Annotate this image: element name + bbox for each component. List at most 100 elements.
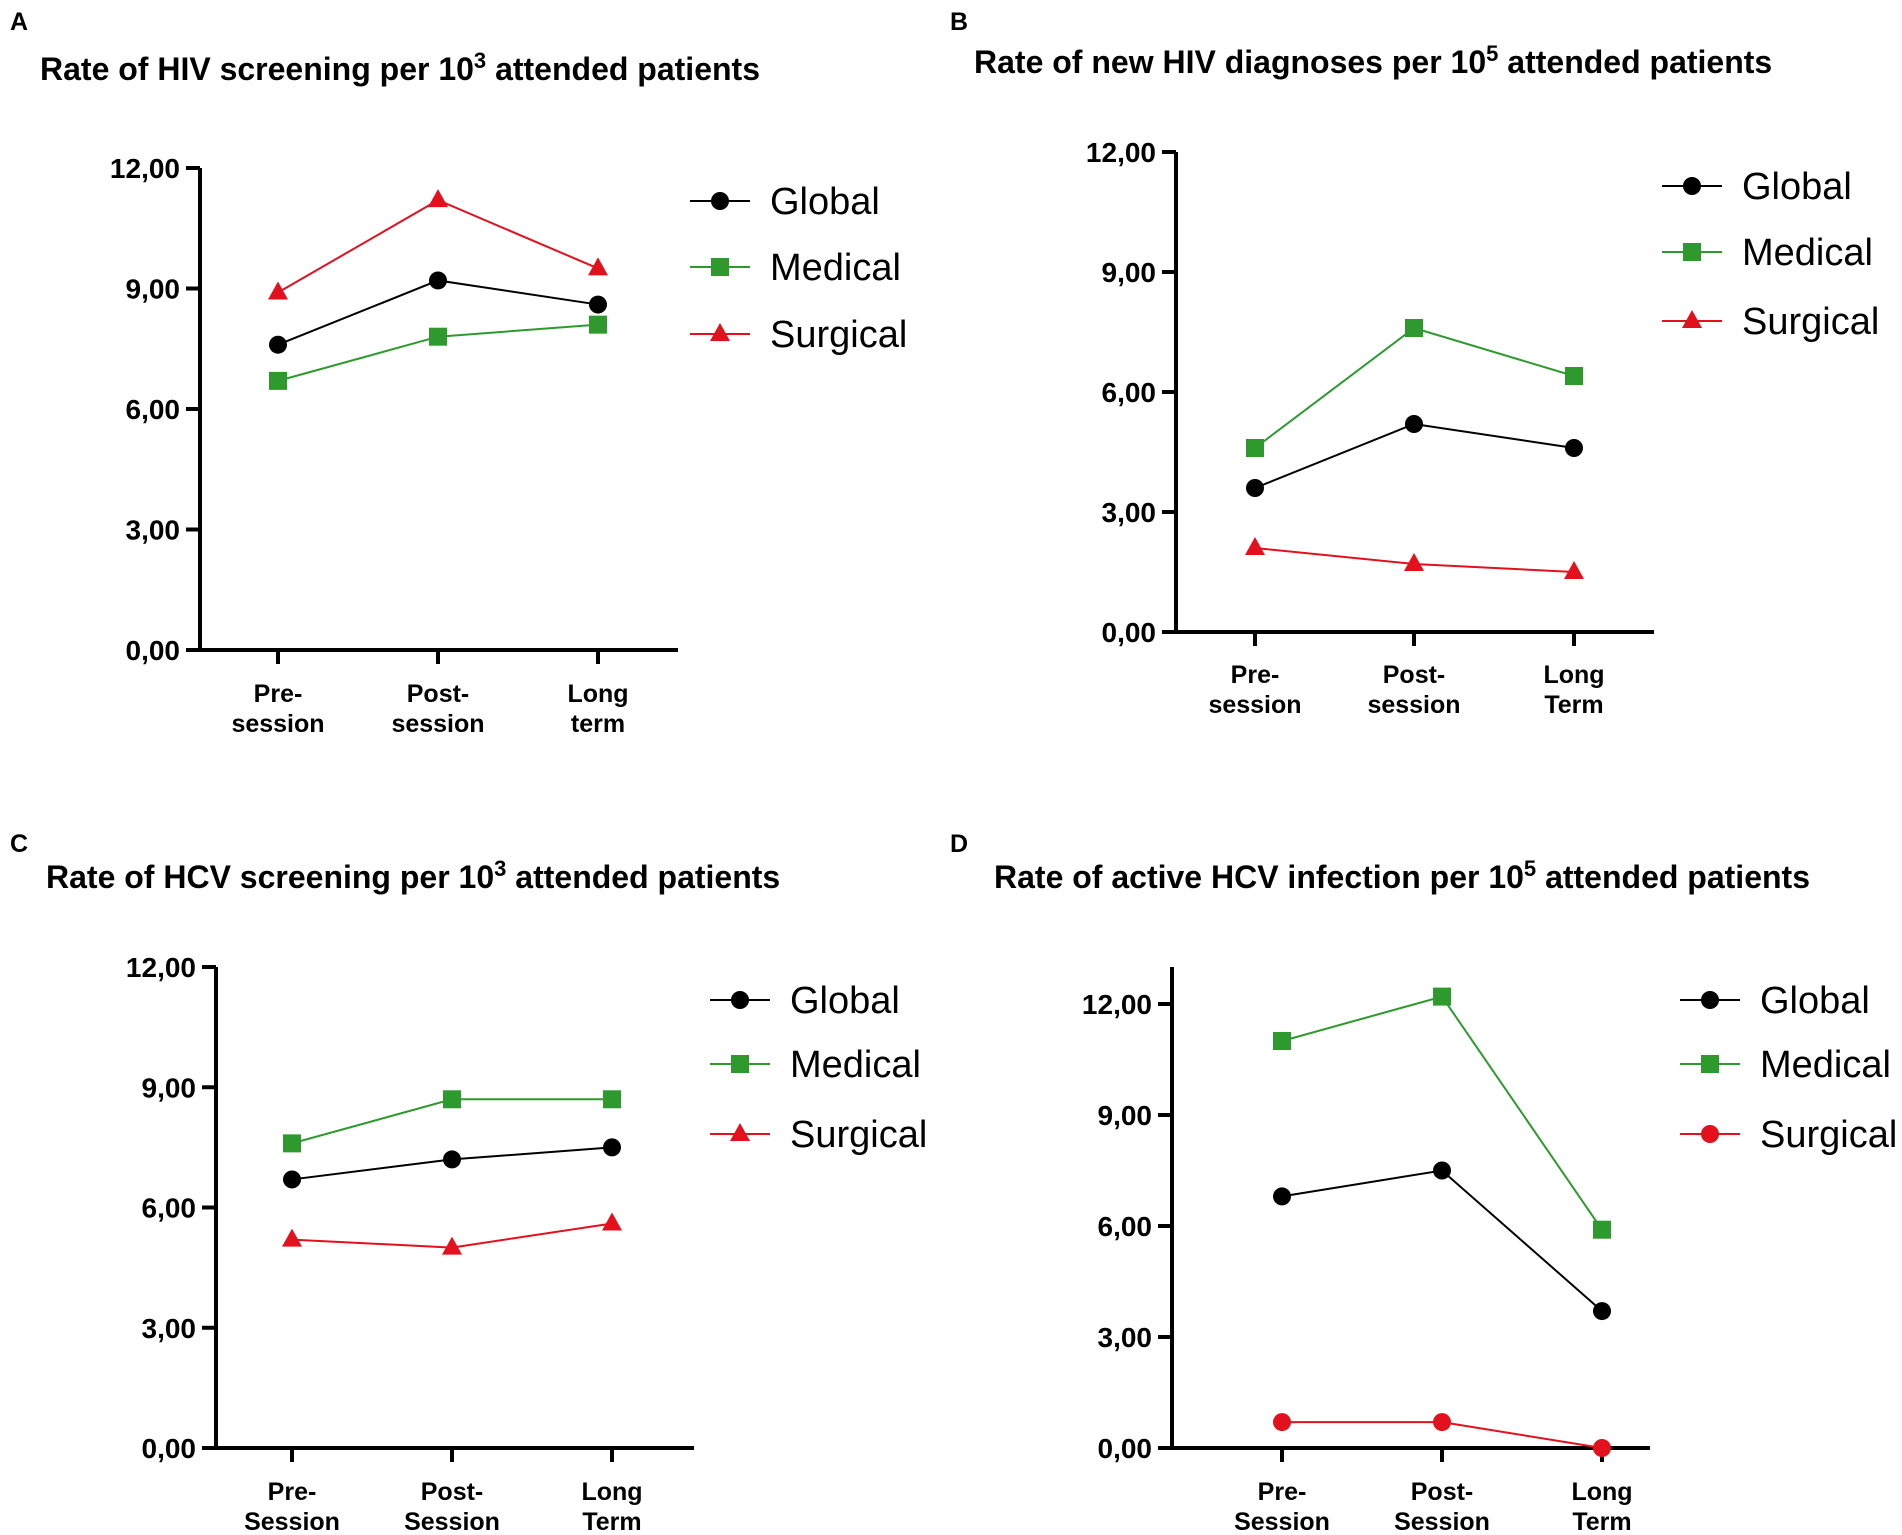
x-tick-label: Long xyxy=(581,1478,642,1506)
series-medical-point xyxy=(1246,439,1264,457)
series-global-point xyxy=(443,1150,461,1169)
series-global-point xyxy=(1565,439,1583,457)
legend-item-global: Global xyxy=(690,181,880,223)
legend-label: Medical xyxy=(790,1044,921,1086)
series-medical-point xyxy=(1565,367,1583,385)
legend-label: Surgical xyxy=(790,1114,927,1156)
y-tick-label: 6,00 xyxy=(126,394,181,425)
chart-panel-a: A Rate of HIV screening per 103 attended … xyxy=(10,8,907,738)
x-tick-label: Session xyxy=(404,1508,500,1535)
chart-title-main: Rate of active HCV infection per 10 xyxy=(994,859,1524,895)
x-tick-label: session xyxy=(231,710,324,738)
series-medical-point xyxy=(269,371,287,390)
series-surgical xyxy=(268,189,608,300)
chart-title-main: Rate of HIV screening per 10 xyxy=(40,51,474,87)
x-tick-label: Long xyxy=(1571,1478,1632,1506)
legend-marker xyxy=(1682,310,1702,328)
series-global-point xyxy=(1405,415,1423,433)
chart-title: Rate of new HIV diagnoses per 105 attend… xyxy=(974,41,1772,80)
chart-panel-c: C Rate of HCV screening per 103 attended … xyxy=(10,830,927,1535)
legend-marker xyxy=(1701,1125,1719,1143)
y-tick-label: 3,00 xyxy=(126,515,181,546)
y-tick-label: 0,00 xyxy=(126,635,181,666)
series-medical xyxy=(283,1090,621,1153)
legend-marker xyxy=(1683,243,1701,261)
series-surgical-point xyxy=(1245,537,1265,555)
chart-title-rest: attended patients xyxy=(486,51,760,87)
series-medical-point xyxy=(1273,1032,1291,1050)
legend-item-surgical: Surgical xyxy=(1662,301,1879,343)
x-tick-label: Pre- xyxy=(268,1478,317,1506)
legend-marker xyxy=(711,192,729,210)
x-tick-label: session xyxy=(1367,691,1460,719)
legend-marker xyxy=(1701,991,1719,1009)
legend-item-surgical: Surgical xyxy=(690,314,907,356)
legend-label: Global xyxy=(1760,980,1870,1022)
x-tick-label: Session xyxy=(244,1508,340,1535)
legend-marker xyxy=(731,1055,749,1073)
legend-marker xyxy=(710,323,730,341)
legend-item-surgical: Surgical xyxy=(710,1114,927,1156)
y-tick-label: 6,00 xyxy=(142,1193,197,1224)
y-tick-label: 0,00 xyxy=(1102,617,1157,648)
y-tick-label: 12,00 xyxy=(126,952,196,983)
series-surgical-point xyxy=(1564,561,1584,579)
x-tick-label: Long xyxy=(567,680,628,708)
series-global-point xyxy=(1246,479,1264,497)
y-tick-label: 3,00 xyxy=(1102,497,1157,528)
chart-title-main: Rate of new HIV diagnoses per 10 xyxy=(974,44,1486,80)
series-surgical-point xyxy=(1404,553,1424,571)
chart-title-superscript: 5 xyxy=(1486,41,1498,66)
series-surgical-point xyxy=(602,1212,622,1231)
y-tick-label: 3,00 xyxy=(1098,1322,1153,1353)
x-tick-label: Pre- xyxy=(254,680,303,708)
legend-item-medical: Medical xyxy=(1680,1044,1891,1086)
x-tick-label: session xyxy=(391,710,484,738)
series-global-point xyxy=(269,335,287,354)
y-tick-label: 3,00 xyxy=(142,1313,197,1344)
panel-letter: A xyxy=(10,8,28,36)
y-tick-label: 9,00 xyxy=(1102,257,1157,288)
chart-title-main: Rate of HCV screening per 10 xyxy=(46,859,494,895)
series-surgical-point xyxy=(442,1236,462,1255)
chart-title-rest: attended patients xyxy=(506,859,780,895)
series-medical xyxy=(1246,319,1583,457)
legend-marker xyxy=(731,991,749,1009)
series-medical xyxy=(269,315,607,390)
series-surgical-point xyxy=(268,281,288,300)
series-surgical xyxy=(1273,1413,1611,1457)
chart-title-superscript: 3 xyxy=(494,856,506,881)
y-tick-label: 6,00 xyxy=(1102,377,1157,408)
series-medical-point xyxy=(1433,987,1451,1006)
panel-letter: C xyxy=(10,830,28,858)
chart-title-rest: attended patients xyxy=(1498,44,1772,80)
series-medical-point xyxy=(1405,319,1423,337)
series-surgical-point xyxy=(1433,1413,1451,1432)
x-tick-label: Session xyxy=(1234,1508,1330,1535)
series-global xyxy=(1273,1161,1611,1321)
legend-label: Surgical xyxy=(770,314,907,356)
chart-title: Rate of HIV screening per 103 attended p… xyxy=(40,48,760,87)
y-tick-label: 6,00 xyxy=(1098,1211,1153,1242)
chart-title: Rate of active HCV infection per 105 att… xyxy=(994,856,1810,895)
y-tick-label: 12,00 xyxy=(1086,137,1156,168)
series-global xyxy=(283,1138,621,1189)
series-medical-point xyxy=(443,1090,461,1109)
y-tick-label: 12,00 xyxy=(1082,989,1152,1020)
x-tick-label: Long xyxy=(1543,661,1604,689)
x-tick-label: term xyxy=(571,710,625,738)
series-global-point xyxy=(429,271,447,290)
x-tick-label: Pre- xyxy=(1231,661,1280,689)
series-global-point xyxy=(283,1170,301,1189)
x-tick-label: Term xyxy=(1572,1508,1631,1535)
chart-panel-d: D Rate of active HCV infection per 105 at… xyxy=(950,830,1897,1535)
y-tick-label: 9,00 xyxy=(126,274,181,305)
legend-item-global: Global xyxy=(1662,166,1852,208)
series-global-point xyxy=(1593,1302,1611,1321)
y-tick-label: 0,00 xyxy=(1098,1433,1153,1464)
legend-item-global: Global xyxy=(710,980,900,1022)
legend-item-medical: Medical xyxy=(1662,232,1873,274)
legend-label: Surgical xyxy=(1760,1114,1897,1156)
series-global-line xyxy=(1254,422,1575,489)
